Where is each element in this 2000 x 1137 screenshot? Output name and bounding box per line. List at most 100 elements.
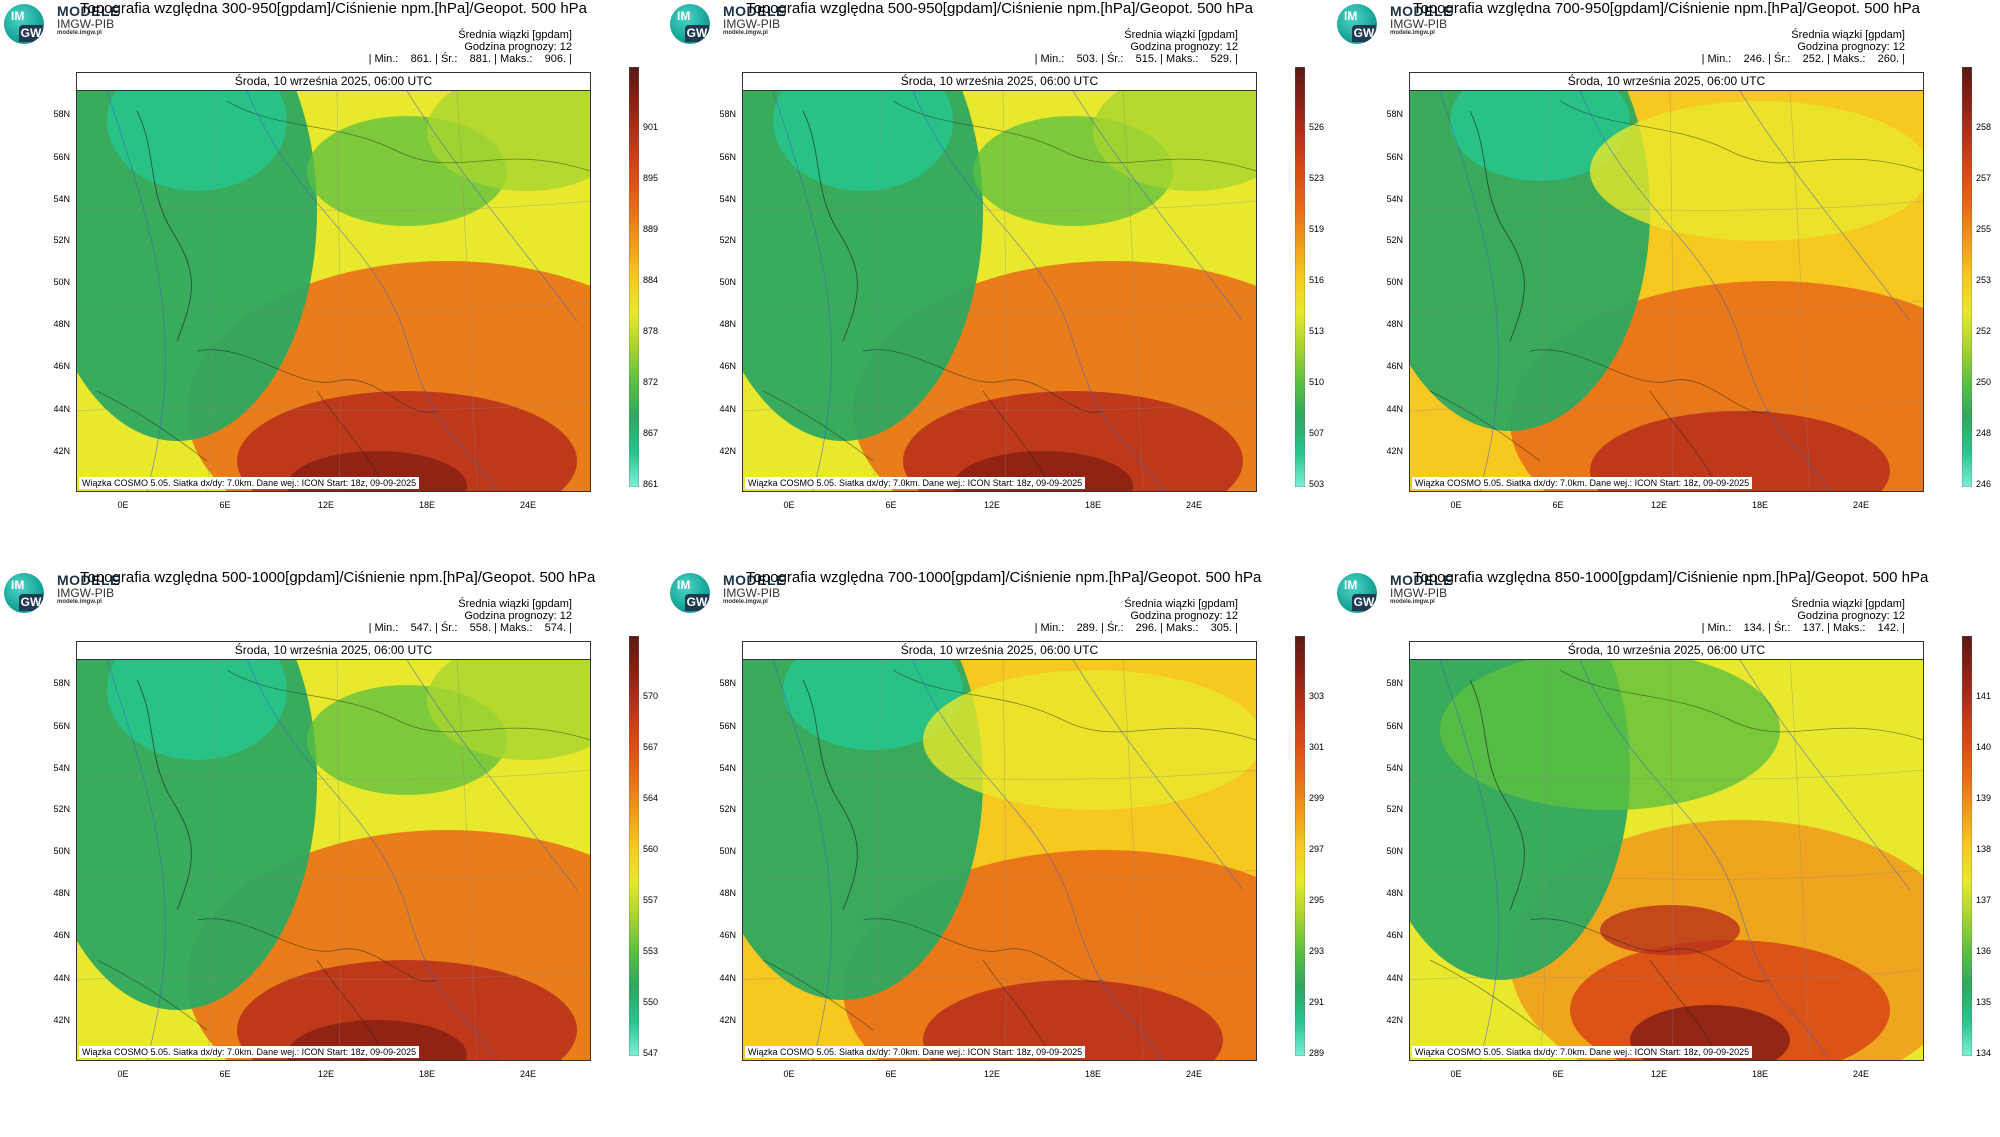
map-field — [743, 91, 1256, 491]
map-area: Wiązka COSMO 5.05. Siatka dx/dy: 7.0km. … — [743, 91, 1256, 491]
valid-date: Środa, 10 września 2025, 06:00 UTC — [77, 642, 590, 660]
lat-label: 52N — [719, 804, 736, 814]
lat-label: 58N — [1386, 109, 1403, 119]
lon-label: 18E — [1751, 1069, 1769, 1079]
lat-label: 42N — [719, 1015, 736, 1025]
panel-title: Topografia względna 500-950[gpdam]/Ciśni… — [746, 0, 1254, 17]
lon-label: 6E — [885, 1069, 897, 1079]
lat-label: 50N — [1386, 846, 1403, 856]
colorbar-tick-label: 250 — [1976, 377, 1992, 387]
colorbar-tick-label: 878 — [643, 326, 659, 336]
brand-url: modele.imgw.pl — [723, 599, 768, 605]
lon-label: 12E — [983, 500, 1001, 510]
panel-title: Topografia względna 700-1000[gpdam]/Ciśn… — [746, 569, 1262, 586]
map-frame: Środa, 10 września 2025, 06:00 UTC Wiązk… — [742, 72, 1257, 492]
brand-url: modele.imgw.pl — [57, 30, 102, 36]
colorbar-tick-label: 139 — [1976, 793, 1992, 803]
lat-label: 54N — [1386, 194, 1403, 204]
colorbar-tick-label: 134 — [1976, 1048, 1992, 1058]
mean-label: Średnia wiązki [gpdam] — [1791, 598, 1905, 610]
colorbar-tick-label: 547 — [643, 1048, 659, 1058]
lat-label: 56N — [1386, 152, 1403, 162]
lat-label: 54N — [53, 763, 70, 773]
lon-label: 12E — [317, 1069, 335, 1079]
colorbar-tick-label: 523 — [1309, 173, 1325, 183]
colorbar-tick-label: 257 — [1976, 173, 1992, 183]
map-frame: Środa, 10 września 2025, 06:00 UTC Wiązk… — [76, 641, 591, 1061]
lat-label: 54N — [719, 763, 736, 773]
lat-label: 46N — [1386, 930, 1403, 940]
colorbar-tick-label: 248 — [1976, 428, 1992, 438]
colorbar-tick-label: 299 — [1309, 793, 1325, 803]
panel-title: Topografia względna 850-1000[gpdam]/Ciśn… — [1413, 569, 1929, 586]
colorbar-wrapper — [628, 635, 640, 1057]
model-footer: Wiązka COSMO 5.05. Siatka dx/dy: 7.0km. … — [1412, 477, 1753, 489]
lat-label: 56N — [719, 152, 736, 162]
brand-org: IMGW-PIB — [1390, 586, 1448, 600]
lat-label: 44N — [53, 404, 70, 414]
lat-label: 58N — [53, 109, 70, 119]
panel-title: Topografia względna 700-950[gpdam]/Ciśni… — [1413, 0, 1921, 17]
lon-label: 0E — [783, 500, 795, 510]
lat-label: 46N — [53, 361, 70, 371]
valid-date: Środa, 10 września 2025, 06:00 UTC — [1410, 642, 1923, 660]
brand-name: MODELE — [1390, 572, 1453, 588]
forecast-hour: Godzina prognozy: 12 — [1797, 610, 1905, 622]
lat-label: 52N — [53, 235, 70, 245]
model-footer: Wiązka COSMO 5.05. Siatka dx/dy: 7.0km. … — [79, 477, 420, 489]
lon-label: 12E — [317, 500, 335, 510]
lat-label: 48N — [53, 888, 70, 898]
panel-info: Średnia wiązki [gpdam] Godzina prognozy:… — [369, 29, 572, 65]
lat-label: 42N — [53, 1015, 70, 1025]
colorbar-tick-label: 503 — [1309, 479, 1325, 489]
lon-label: 18E — [1751, 500, 1769, 510]
colorbar-tick-label: 513 — [1309, 326, 1325, 336]
mean-label: Średnia wiązki [gpdam] — [1791, 29, 1905, 41]
lat-label: 58N — [1386, 678, 1403, 688]
map-panel: IM GW MODELE IMGW-PIB modele.imgw.pl Top… — [1333, 569, 1993, 1134]
lat-label: 58N — [719, 678, 736, 688]
colorbar-tick-label: 872 — [643, 377, 659, 387]
colorbar-tick-label: 291 — [1309, 997, 1325, 1007]
lat-label: 48N — [719, 888, 736, 898]
colorbar-tick-label: 567 — [643, 742, 659, 752]
lon-label: 6E — [885, 500, 897, 510]
colorbar-tick-label: 564 — [643, 793, 659, 803]
colorbar-tick-label: 526 — [1309, 122, 1325, 132]
colorbar-tick-label: 297 — [1309, 844, 1325, 854]
colorbar-tick-label: 867 — [643, 428, 659, 438]
stats-line: | Min.: 289. | Śr.: 296. | Maks.: 305. | — [1034, 622, 1238, 634]
map-area: Wiązka COSMO 5.05. Siatka dx/dy: 7.0km. … — [77, 660, 590, 1060]
colorbar-tick-label: 519 — [1309, 224, 1325, 234]
lat-label: 48N — [1386, 888, 1403, 898]
lat-label: 50N — [1386, 277, 1403, 287]
map-panel: IM GW MODELE IMGW-PIB modele.imgw.pl Top… — [0, 0, 660, 565]
lon-label: 12E — [1650, 500, 1668, 510]
lon-label: 6E — [219, 1069, 231, 1079]
lat-label: 46N — [53, 930, 70, 940]
colorbar-tick-label: 553 — [643, 946, 659, 956]
valid-date: Środa, 10 września 2025, 06:00 UTC — [1410, 73, 1923, 91]
colorbar — [628, 66, 640, 488]
colorbar-tick-label: 135 — [1976, 997, 1992, 1007]
model-footer: Wiązka COSMO 5.05. Siatka dx/dy: 7.0km. … — [79, 1046, 420, 1058]
lat-label: 50N — [53, 846, 70, 856]
map-area: Wiązka COSMO 5.05. Siatka dx/dy: 7.0km. … — [743, 660, 1256, 1060]
lon-label: 0E — [117, 1069, 129, 1079]
forecast-hour: Godzina prognozy: 12 — [464, 41, 572, 53]
brand-name: MODELE — [723, 3, 786, 19]
map-frame: Środa, 10 września 2025, 06:00 UTC Wiązk… — [1409, 72, 1924, 492]
forecast-hour: Godzina prognozy: 12 — [1130, 41, 1238, 53]
lat-label: 52N — [53, 804, 70, 814]
lat-label: 48N — [1386, 319, 1403, 329]
colorbar — [1961, 66, 1973, 488]
lon-label: 12E — [1650, 1069, 1668, 1079]
lat-label: 44N — [53, 973, 70, 983]
panel-info: Średnia wiązki [gpdam] Godzina prognozy:… — [1035, 598, 1238, 634]
colorbar-wrapper — [628, 66, 640, 488]
brand-org: IMGW-PIB — [1390, 17, 1448, 31]
lat-label: 42N — [53, 446, 70, 456]
lon-label: 24E — [519, 500, 537, 510]
colorbar-tick-label: 140 — [1976, 742, 1992, 752]
brand-url: modele.imgw.pl — [1390, 599, 1435, 605]
